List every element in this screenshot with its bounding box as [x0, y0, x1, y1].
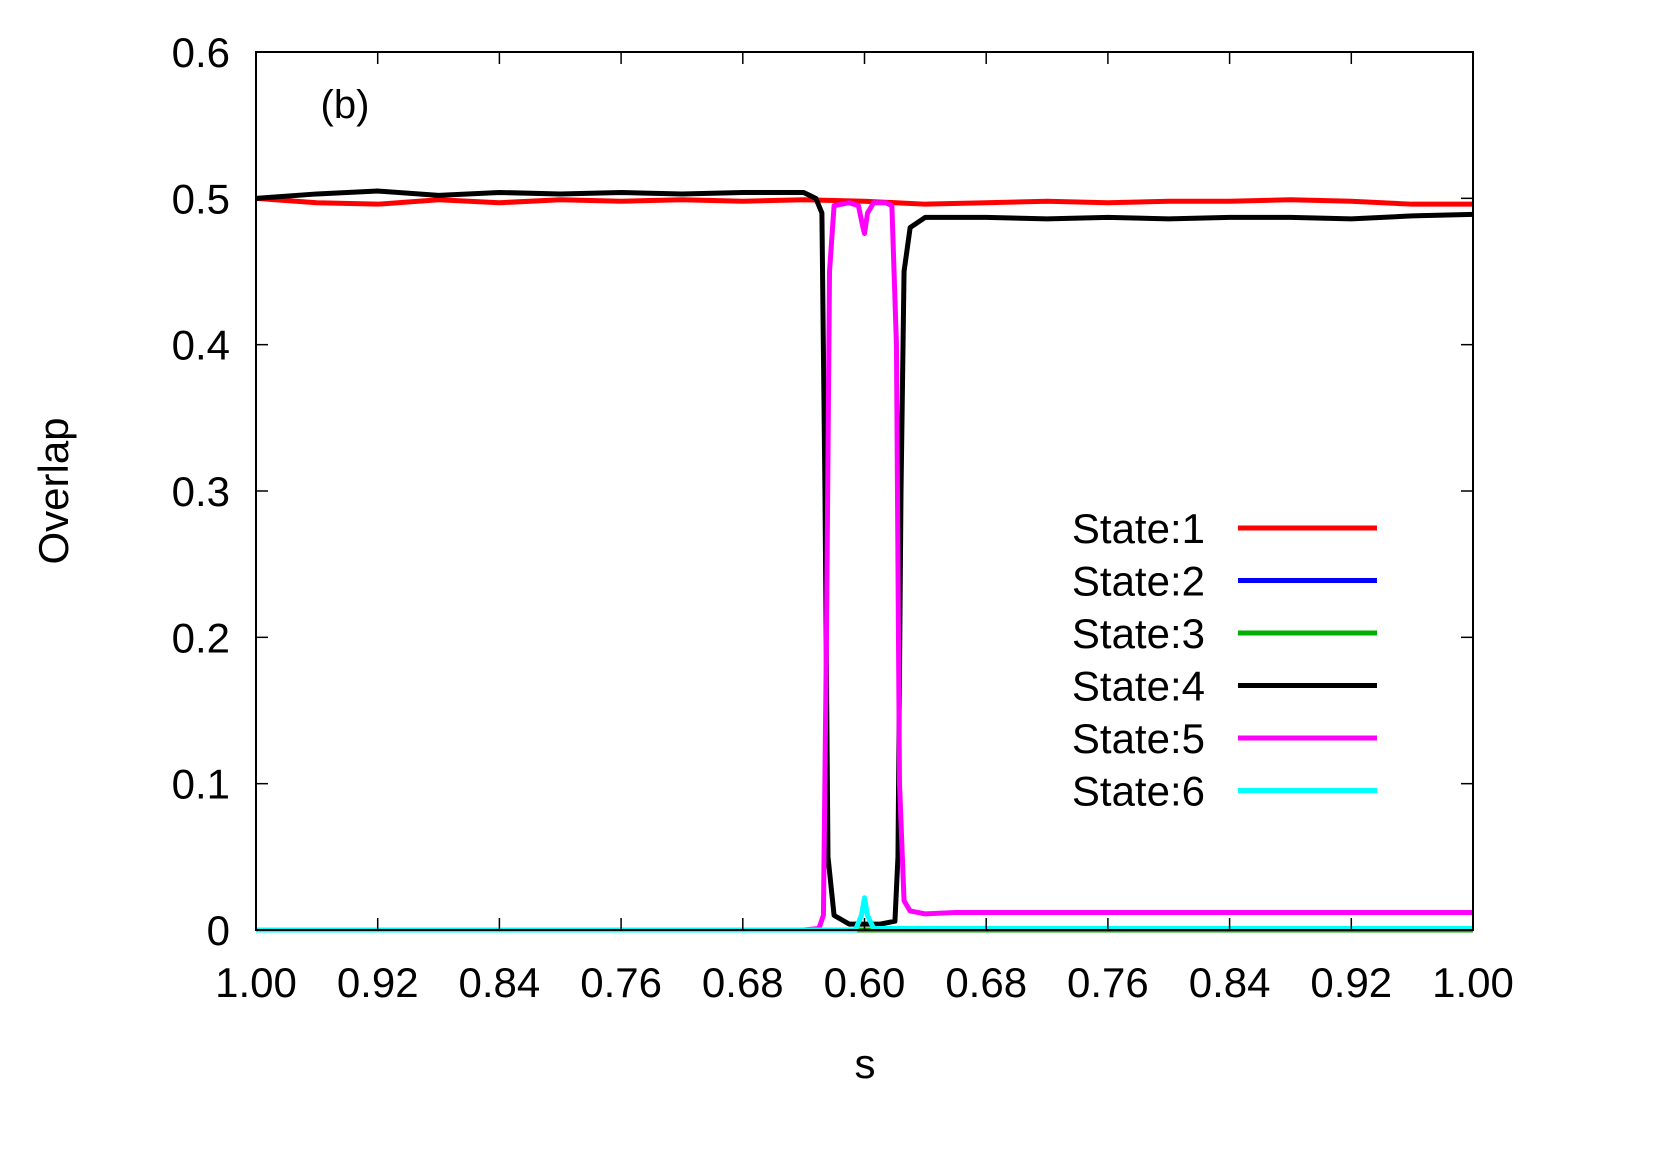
x-tick-label: 0.84 — [1189, 959, 1271, 1006]
x-tick-label: 0.92 — [337, 959, 419, 1006]
legend: State:1 State:2 State:3 State:4 State:5 State… — [1072, 505, 1377, 815]
x-tick-label: 0.68 — [702, 959, 784, 1006]
x-axis-label: s — [855, 1040, 876, 1087]
y-tick-label: 0.3 — [172, 468, 230, 515]
series-layer — [255, 188, 1474, 933]
series-line-state-4 — [255, 188, 1474, 927]
series-line-state-5 — [256, 200, 1473, 933]
x-tick-label: 1.00 — [1432, 959, 1514, 1006]
x-tick-label: 1.00 — [215, 959, 297, 1006]
legend-label: State:6 — [1072, 768, 1205, 815]
x-tick-label: 0.60 — [824, 959, 906, 1006]
legend-label: State:4 — [1072, 663, 1205, 710]
series-line-state-1 — [255, 195, 1473, 207]
y-axis-label: Overlap — [30, 417, 77, 564]
y-tick-label: 0 — [207, 907, 230, 954]
panel-label: (b) — [321, 83, 370, 127]
x-tick-label: 0.68 — [945, 959, 1027, 1006]
legend-label: State:3 — [1072, 610, 1205, 657]
y-tick-label: 0.2 — [172, 614, 230, 661]
plot-frame — [255, 51, 1474, 931]
y-tick-label: 0.6 — [172, 29, 230, 76]
y-tick-label: 0.5 — [172, 175, 230, 222]
y-tick-label: 0.4 — [172, 322, 230, 369]
y-tick-label: 0.1 — [172, 761, 230, 808]
x-tick-label: 0.76 — [580, 959, 662, 1006]
ticks-layer: 1.00 0.92 0.84 0.76 0.68 0.60 0.68 0.76 0.84 0.92… — [172, 29, 1514, 1006]
legend-label: State:2 — [1072, 558, 1205, 605]
legend-label: State:5 — [1072, 715, 1205, 762]
x-tick-label: 0.92 — [1310, 959, 1392, 1006]
x-tick-label: 0.76 — [1067, 959, 1149, 1006]
x-tick-label: 0.84 — [459, 959, 541, 1006]
legend-label: State:1 — [1072, 505, 1205, 552]
